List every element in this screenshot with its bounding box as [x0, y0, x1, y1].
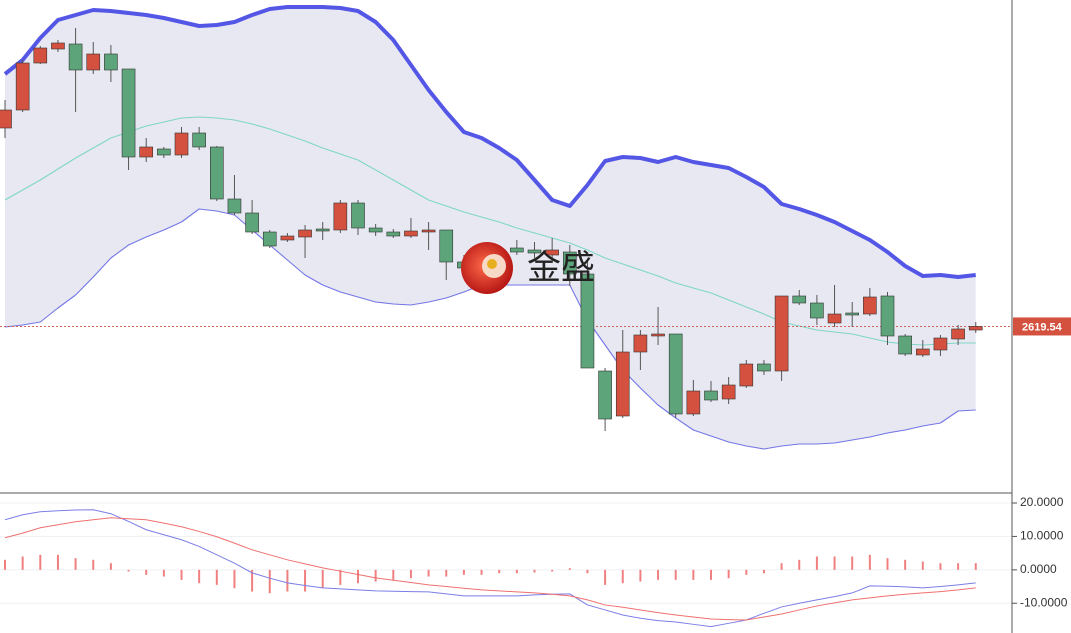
- candle-body: [580, 273, 595, 369]
- candle-body: [845, 312, 860, 316]
- candle-body: [192, 132, 206, 148]
- macd-line: [4, 509, 976, 628]
- candle-body: [810, 302, 824, 319]
- candle-body: [386, 231, 401, 237]
- y-tick-label: 20.0000: [1020, 495, 1064, 509]
- candle-body: [880, 295, 895, 337]
- candle-body: [368, 227, 383, 233]
- candle-body: [951, 328, 965, 340]
- candle-body: [68, 43, 83, 71]
- y-tick-label: 10.0000: [1020, 529, 1064, 543]
- candle-body: [210, 146, 224, 200]
- candle-body: [404, 230, 418, 237]
- candle-body: [104, 53, 118, 71]
- band-line: [3, 5, 976, 279]
- candle-body: [121, 68, 136, 158]
- band-fill: [5, 7, 976, 449]
- candle-body: [333, 202, 348, 231]
- candle-body: [562, 251, 577, 275]
- candle-body: [15, 62, 30, 111]
- candle-body: [863, 296, 877, 315]
- plot: 2619.54 20.0000 10.0000 0.0000 -10.0000: [0, 5, 1071, 628]
- candle-body: [739, 363, 754, 387]
- candle-body: [157, 148, 171, 156]
- candle-body: [933, 337, 948, 351]
- candle-body: [86, 53, 101, 71]
- candle-body: [633, 334, 648, 353]
- price-label-box: [1013, 317, 1071, 336]
- candle-body: [0, 109, 12, 129]
- candle-body: [915, 348, 930, 356]
- candle-body: [792, 295, 807, 304]
- y-tick-label: 0.0000: [1020, 562, 1057, 576]
- candle-body: [139, 146, 153, 158]
- candle-body: [668, 333, 683, 415]
- logo-dot: [487, 259, 497, 269]
- candle-body: [227, 198, 242, 214]
- macd-line: [4, 517, 976, 621]
- candle-body: [51, 42, 65, 50]
- candle-body: [298, 229, 312, 238]
- candle-body: [174, 132, 189, 156]
- candle-body: [315, 228, 330, 232]
- candle-body: [527, 249, 542, 254]
- watermark: 金盛: [461, 242, 595, 294]
- candle-body: [827, 313, 842, 324]
- price-label: 2619.54: [1022, 321, 1063, 333]
- candle-body: [686, 390, 701, 415]
- candle-body: [33, 47, 48, 64]
- candle-body: [439, 229, 454, 263]
- candle-body: [615, 351, 630, 417]
- candle-body: [351, 202, 365, 229]
- candle-body: [545, 249, 559, 256]
- candle-body: [968, 326, 983, 331]
- band-line: [4, 116, 976, 346]
- candle-body: [262, 231, 277, 247]
- candle-body: [704, 390, 718, 401]
- candle-body: [757, 363, 771, 372]
- candle-body: [280, 235, 295, 241]
- candle-body: [774, 295, 789, 372]
- watermark-text: 金盛: [527, 249, 595, 287]
- candle-body: [245, 212, 259, 233]
- candle-body: [510, 247, 524, 253]
- y-tick-label: -10.0000: [1020, 595, 1068, 609]
- candle-body: [651, 333, 665, 337]
- candle-body: [598, 370, 612, 420]
- candle-body: [721, 384, 736, 400]
- candle-body: [421, 229, 436, 233]
- candle-body: [898, 335, 912, 355]
